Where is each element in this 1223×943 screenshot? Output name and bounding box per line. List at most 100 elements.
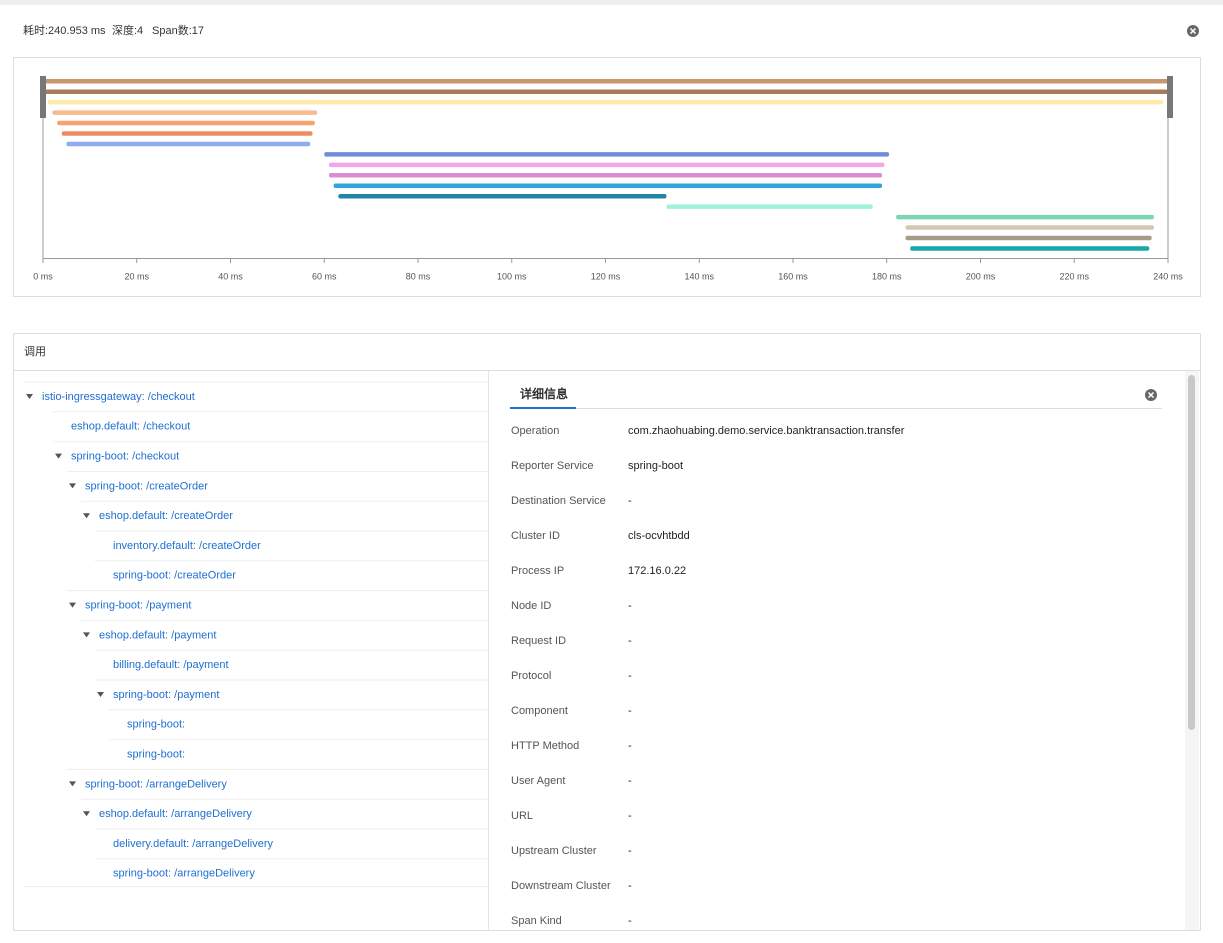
- details-close[interactable]: [1145, 389, 1157, 401]
- expand-toggle[interactable]: [97, 692, 104, 697]
- tree-node[interactable]: spring-boot: /payment: [113, 689, 219, 701]
- span-bar[interactable]: [43, 89, 1168, 94]
- field-label: Component: [511, 705, 568, 717]
- x-tick-label: 180 ms: [872, 271, 902, 281]
- field-label: Downstream Cluster: [511, 880, 611, 892]
- span-bar[interactable]: [905, 235, 1152, 241]
- range-handle[interactable]: [1167, 76, 1173, 118]
- field-label: Destination Service: [511, 495, 606, 507]
- field-label: URL: [511, 810, 533, 822]
- expand-toggle[interactable]: [83, 513, 90, 519]
- span-bar[interactable]: [324, 152, 890, 157]
- field-label: Upstream Cluster: [511, 845, 597, 857]
- field-value: -: [628, 740, 632, 752]
- tree-node[interactable]: billing.default: /payment: [113, 659, 229, 671]
- calls-panel: [13, 333, 1201, 931]
- field-value: -: [628, 705, 632, 717]
- span-bar[interactable]: [66, 141, 311, 147]
- tree-node[interactable]: eshop.default: /checkout: [71, 421, 190, 433]
- tree-node[interactable]: spring-boot:: [127, 719, 185, 731]
- field-label: Process IP: [511, 565, 564, 577]
- expand-toggle[interactable]: [69, 483, 76, 489]
- span-bar[interactable]: [333, 183, 883, 189]
- field-value: -: [628, 635, 632, 647]
- x-tick-label: 200 ms: [966, 271, 996, 281]
- field-value: cls-ocvhtbdd: [628, 530, 690, 542]
- x-tick-label: 20 ms: [124, 271, 149, 281]
- tree-node[interactable]: delivery.default: /arrangeDelivery: [113, 838, 273, 850]
- span-bar[interactable]: [338, 193, 667, 199]
- field-label: Operation: [511, 425, 559, 437]
- field-value: spring-boot: [628, 460, 683, 472]
- field-value: -: [628, 600, 632, 612]
- details: Operation com.zhaohuabing.demo.service.ba…: [511, 425, 905, 927]
- call-tree: istio-ingressgateway: /checkout eshop.def…: [23, 381, 488, 887]
- expand-toggle[interactable]: [69, 781, 76, 787]
- x-tick-label: 80 ms: [406, 271, 431, 281]
- x-tick-label: 120 ms: [591, 271, 621, 281]
- field-value: -: [628, 670, 632, 682]
- x-tick-label: 40 ms: [218, 271, 243, 281]
- duration: 耗时:240.953 ms: [23, 24, 106, 37]
- tree-node[interactable]: eshop.default: /createOrder: [99, 510, 233, 522]
- field-value: 172.16.0.22: [628, 565, 686, 577]
- field-label: Protocol: [511, 670, 551, 682]
- details-tab[interactable]: 详细信息: [520, 386, 568, 401]
- field-label: Span Kind: [511, 915, 562, 927]
- span-bar[interactable]: [43, 79, 1168, 84]
- field-value: -: [628, 915, 632, 927]
- tree-node[interactable]: spring-boot: /payment: [85, 600, 191, 612]
- tree-node[interactable]: spring-boot: /createOrder: [85, 480, 208, 492]
- top-strip: [0, 0, 1223, 5]
- expand-toggle[interactable]: [55, 453, 62, 459]
- close-button[interactable]: [1187, 25, 1199, 37]
- span-bar[interactable]: [61, 131, 313, 136]
- tree-node[interactable]: spring-boot: /arrangeDelivery: [113, 868, 255, 880]
- x-tick-label: 140 ms: [684, 271, 714, 281]
- span-bar[interactable]: [905, 225, 1154, 230]
- calls-title: 调用: [24, 345, 46, 358]
- field-label: Cluster ID: [511, 530, 560, 542]
- x-tick-label: 160 ms: [778, 271, 808, 281]
- tree-node[interactable]: spring-boot: /createOrder: [113, 570, 236, 582]
- field-value: -: [628, 880, 632, 892]
- field-value: -: [628, 845, 632, 857]
- span-bar[interactable]: [328, 173, 883, 178]
- span-bar[interactable]: [57, 120, 315, 126]
- span-bar[interactable]: [910, 246, 1150, 251]
- expand-toggle[interactable]: [83, 811, 90, 817]
- field-value: -: [628, 810, 632, 822]
- field-label: Reporter Service: [511, 460, 594, 472]
- range-handle[interactable]: [40, 76, 46, 118]
- x-tick-label: 0 ms: [33, 271, 53, 281]
- x-tick-label: 240 ms: [1153, 271, 1183, 281]
- x-tick-label: 100 ms: [497, 271, 527, 281]
- tree-node[interactable]: eshop.default: /payment: [99, 629, 216, 641]
- scrollbar-thumb[interactable]: [1188, 375, 1195, 730]
- field-label: Request ID: [511, 635, 566, 647]
- span-bar[interactable]: [328, 162, 885, 168]
- span-bar[interactable]: [896, 214, 1154, 220]
- field-label: HTTP Method: [511, 740, 579, 752]
- span-bar[interactable]: [52, 110, 318, 115]
- tree-node[interactable]: spring-boot: /checkout: [71, 451, 179, 463]
- span-bar[interactable]: [47, 99, 1164, 105]
- tree-node[interactable]: spring-boot: /arrangeDelivery: [85, 778, 227, 790]
- expand-toggle[interactable]: [69, 602, 76, 608]
- expand-toggle[interactable]: [83, 632, 90, 638]
- field-value: com.zhaohuabing.demo.service.banktransac…: [628, 425, 905, 437]
- field-value: -: [628, 495, 632, 507]
- field-label: User Agent: [511, 775, 565, 787]
- tree-node[interactable]: eshop.default: /arrangeDelivery: [99, 808, 252, 820]
- expand-toggle[interactable]: [26, 394, 33, 399]
- tree-node[interactable]: istio-ingressgateway: /checkout: [42, 391, 195, 403]
- span-bar[interactable]: [666, 204, 873, 209]
- x-tick-label: 220 ms: [1059, 271, 1089, 281]
- tree-node[interactable]: spring-boot:: [127, 749, 185, 761]
- tree-node[interactable]: inventory.default: /createOrder: [113, 540, 261, 552]
- x-tick-label: 60 ms: [312, 271, 337, 281]
- field-value: -: [628, 775, 632, 787]
- depth: 深度:4: [112, 23, 143, 37]
- field-label: Node ID: [511, 600, 551, 612]
